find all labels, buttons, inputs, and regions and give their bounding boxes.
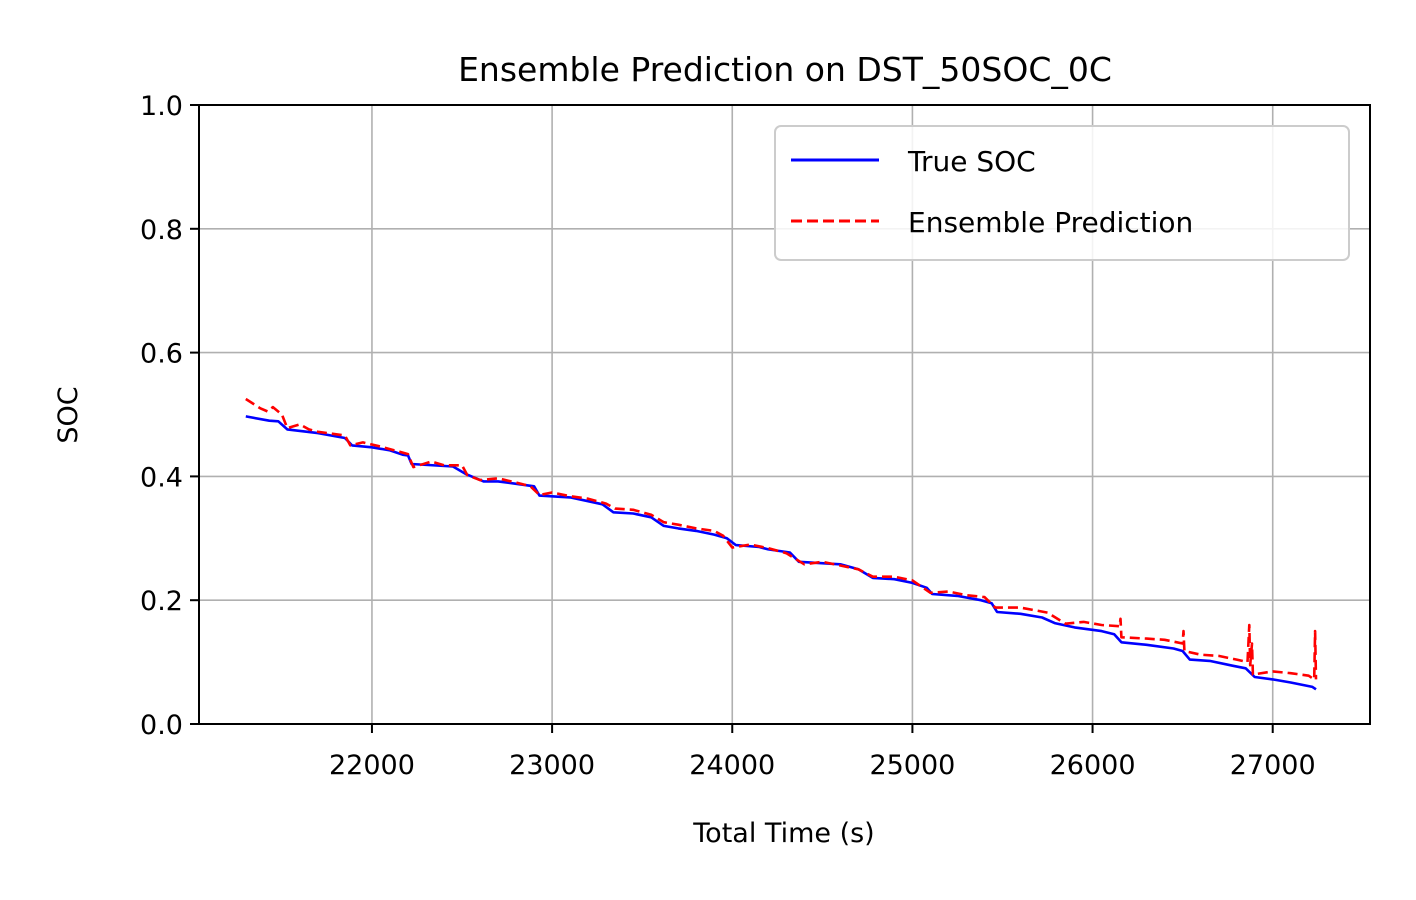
x-tick-label: 25000 xyxy=(869,750,955,781)
y-tick-label: 1.0 xyxy=(140,91,183,122)
y-tick-label: 0.2 xyxy=(140,586,183,617)
legend-label-true-soc: True SOC xyxy=(907,145,1036,178)
axis-ticks: 22000 23000 24000 25000 26000 27000 0.0 0.2 0.4 0… xyxy=(140,91,1316,781)
series-line-ensemble-prediction xyxy=(245,397,1318,681)
legend: True SOC Ensemble Prediction xyxy=(774,125,1350,261)
chart-title: Ensemble Prediction on DST_50SOC_0C xyxy=(458,50,1112,89)
y-tick-label: 0.4 xyxy=(140,462,183,493)
x-tick-label: 23000 xyxy=(509,750,595,781)
legend-box xyxy=(774,125,1350,261)
y-tick-label: 0.8 xyxy=(140,215,183,246)
x-axis-label: Total Time (s) xyxy=(692,818,874,849)
plot-series xyxy=(245,397,1318,691)
x-tick-label: 26000 xyxy=(1050,750,1136,781)
legend-label-ensemble-prediction: Ensemble Prediction xyxy=(908,206,1193,239)
y-axis-label: SOC xyxy=(53,386,84,443)
x-tick-label: 22000 xyxy=(329,750,415,781)
x-tick-label: 24000 xyxy=(689,750,775,781)
y-tick-label: 0.6 xyxy=(140,339,183,370)
x-tick-label: 27000 xyxy=(1230,750,1316,781)
y-tick-label: 0.0 xyxy=(140,710,183,741)
plot-frame xyxy=(198,104,1371,725)
